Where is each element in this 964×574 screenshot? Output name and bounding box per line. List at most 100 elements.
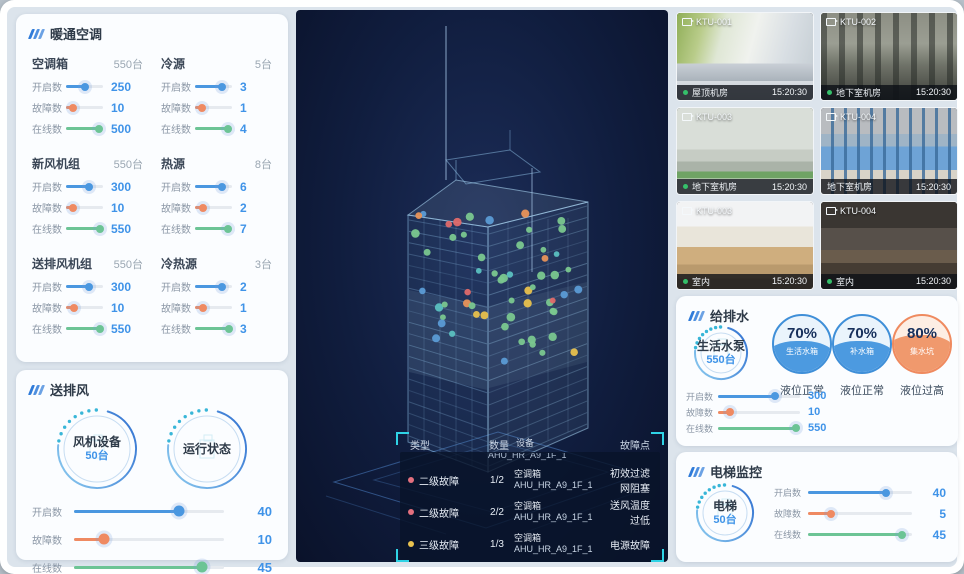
bracket-corner — [651, 432, 664, 445]
slider-row: 故障数 10 — [686, 404, 838, 420]
slider-track[interactable] — [808, 530, 912, 539]
hvac-group: 空调箱 550台 开启数 250 故障数 10 在线数 500 — [32, 55, 143, 139]
camera-tile[interactable]: KTU-004 室内 15:20:30 — [820, 201, 958, 290]
slider-knob[interactable] — [223, 224, 232, 233]
slider-track[interactable] — [66, 103, 103, 112]
water-fill — [894, 335, 950, 372]
slider-track[interactable] — [195, 224, 232, 233]
slider-knob[interactable] — [69, 203, 78, 212]
gauge-count: 50台 — [713, 513, 737, 526]
slider-knob[interactable] — [882, 488, 890, 497]
slider-track[interactable] — [66, 82, 103, 91]
building-3d-view[interactable]: 类型 数量 设备 故障点 AHU_HR_A9_1F_1 二级故障 1/2 空调箱 AHU_HR… — [296, 10, 668, 562]
fault-row[interactable]: 二级故障 2/2 空调箱 AHU_HR_A9_1F_1 送风温度过低 — [400, 496, 660, 528]
slider-track[interactable] — [718, 424, 800, 432]
camera-status-bar: 地下室机房 15:20:30 — [821, 179, 957, 195]
slider-knob[interactable] — [84, 182, 93, 191]
slider-track[interactable] — [74, 561, 224, 573]
slider-track[interactable] — [808, 488, 912, 497]
slider-knob[interactable] — [197, 103, 206, 112]
slider-track[interactable] — [66, 303, 103, 312]
fan-gauge-2: 运行状态 — [163, 405, 251, 493]
hvac-group-header: 冷源 5台 — [161, 55, 272, 72]
slider-track[interactable] — [718, 392, 800, 400]
slider-knob[interactable] — [223, 124, 232, 133]
slider-label: 开启数 — [161, 283, 191, 294]
slider-track[interactable] — [66, 224, 105, 233]
slider-track[interactable] — [66, 324, 105, 333]
slider-knob[interactable] — [173, 505, 185, 517]
slider-track[interactable] — [195, 182, 232, 191]
tank-percent: 70% — [786, 325, 818, 342]
slider-value: 10 — [111, 300, 125, 315]
tank-percent: 80% — [906, 325, 938, 342]
slider-track[interactable] — [195, 203, 232, 212]
slider-track[interactable] — [195, 282, 232, 291]
camera-time: 15:20:30 — [915, 276, 951, 287]
device-group-name: 送排风机组 — [32, 257, 93, 271]
slider-fill — [66, 85, 86, 88]
slider-knob[interactable] — [826, 509, 835, 518]
slider-knob[interactable] — [726, 408, 735, 416]
slider-track[interactable] — [808, 509, 912, 518]
slider-fill — [718, 394, 776, 398]
slider-knob[interactable] — [199, 203, 208, 212]
camera-icon — [682, 207, 694, 216]
camera-tile[interactable]: KTU-001 屋顶机房 15:20:30 — [676, 12, 814, 101]
slider-knob[interactable] — [96, 224, 105, 233]
slider-label: 开启数 — [32, 507, 62, 519]
slider-value: 4 — [240, 121, 247, 136]
device-group-name: 冷源 — [161, 57, 186, 71]
slider-knob[interactable] — [70, 303, 79, 312]
water-tanks: 70% 生活水箱 液位正常 70% 补水箱 液位正常 80% 集水坑 液位过高 — [772, 314, 952, 398]
slider-track[interactable] — [66, 182, 103, 191]
slider-knob[interactable] — [791, 424, 800, 432]
slider-knob[interactable] — [225, 324, 234, 333]
slider-knob[interactable] — [95, 124, 104, 133]
fault-row[interactable]: 三级故障 1/3 空调箱 AHU_HR_A9_1F_1 电源故障 — [400, 528, 660, 560]
camera-tile[interactable]: KTU-004 地下室机房 15:20:30 — [820, 106, 958, 196]
slider-knob[interactable] — [96, 324, 105, 333]
slider-knob[interactable] — [897, 530, 906, 539]
slider-value: 500 — [111, 121, 132, 136]
hvac-group-header: 热源 8台 — [161, 155, 272, 172]
camera-time: 15:20:30 — [771, 87, 807, 98]
slider-knob[interactable] — [98, 533, 110, 545]
slider-knob[interactable] — [81, 82, 90, 91]
slider-track[interactable] — [66, 124, 104, 133]
camera-tile[interactable]: KTU-002 地下室机房 15:20:30 — [820, 12, 958, 101]
slider-track[interactable] — [718, 408, 800, 416]
camera-id: KTU-002 — [840, 17, 877, 27]
slider-track[interactable] — [195, 124, 232, 133]
slider-value: 10 — [808, 406, 821, 418]
camera-tile[interactable]: KTU-003 室内 15:20:30 — [676, 201, 814, 290]
slider-knob[interactable] — [771, 392, 780, 400]
slider-fill — [195, 327, 230, 330]
slider-fill — [808, 491, 886, 494]
slider-track[interactable] — [195, 103, 232, 112]
hvac-groups: 空调箱 550台 开启数 250 故障数 10 在线数 500 冷源 5台 开启数 3 故障数 1 在线数 4… — [16, 43, 288, 339]
panel-fan: 送排风 风机设备 50台 运行状态 开启数 40 故障数 10 在线数 45 — [16, 370, 288, 574]
fault-row[interactable]: 二级故障 1/2 空调箱 AHU_HR_A9_1F_1 初效过滤网阻塞 — [400, 464, 660, 496]
panel-title-text: 给排水 — [710, 309, 750, 324]
slider-knob[interactable] — [84, 282, 93, 291]
device-group-count: 550台 — [113, 59, 143, 71]
slider-knob[interactable] — [217, 82, 226, 91]
slider-track[interactable] — [66, 203, 103, 212]
gauge-title: 运行状态 — [182, 441, 231, 456]
slider-track[interactable] — [74, 533, 224, 545]
camera-tile[interactable]: KTU-003 地下室机房 15:20:30 — [676, 106, 814, 196]
hvac-group-header: 送排风机组 550台 — [32, 255, 143, 272]
slider-value: 6 — [240, 179, 247, 194]
slider-knob[interactable] — [217, 282, 226, 291]
slider-track[interactable] — [66, 282, 103, 291]
slider-knob[interactable] — [68, 103, 77, 112]
slider-label: 在线数 — [32, 125, 62, 136]
slider-track[interactable] — [195, 324, 234, 333]
slider-track[interactable] — [195, 303, 232, 312]
slider-knob[interactable] — [217, 182, 226, 191]
slider-track[interactable] — [74, 505, 224, 517]
slider-knob[interactable] — [199, 303, 208, 312]
slider-knob[interactable] — [196, 561, 207, 573]
slider-track[interactable] — [195, 82, 232, 91]
